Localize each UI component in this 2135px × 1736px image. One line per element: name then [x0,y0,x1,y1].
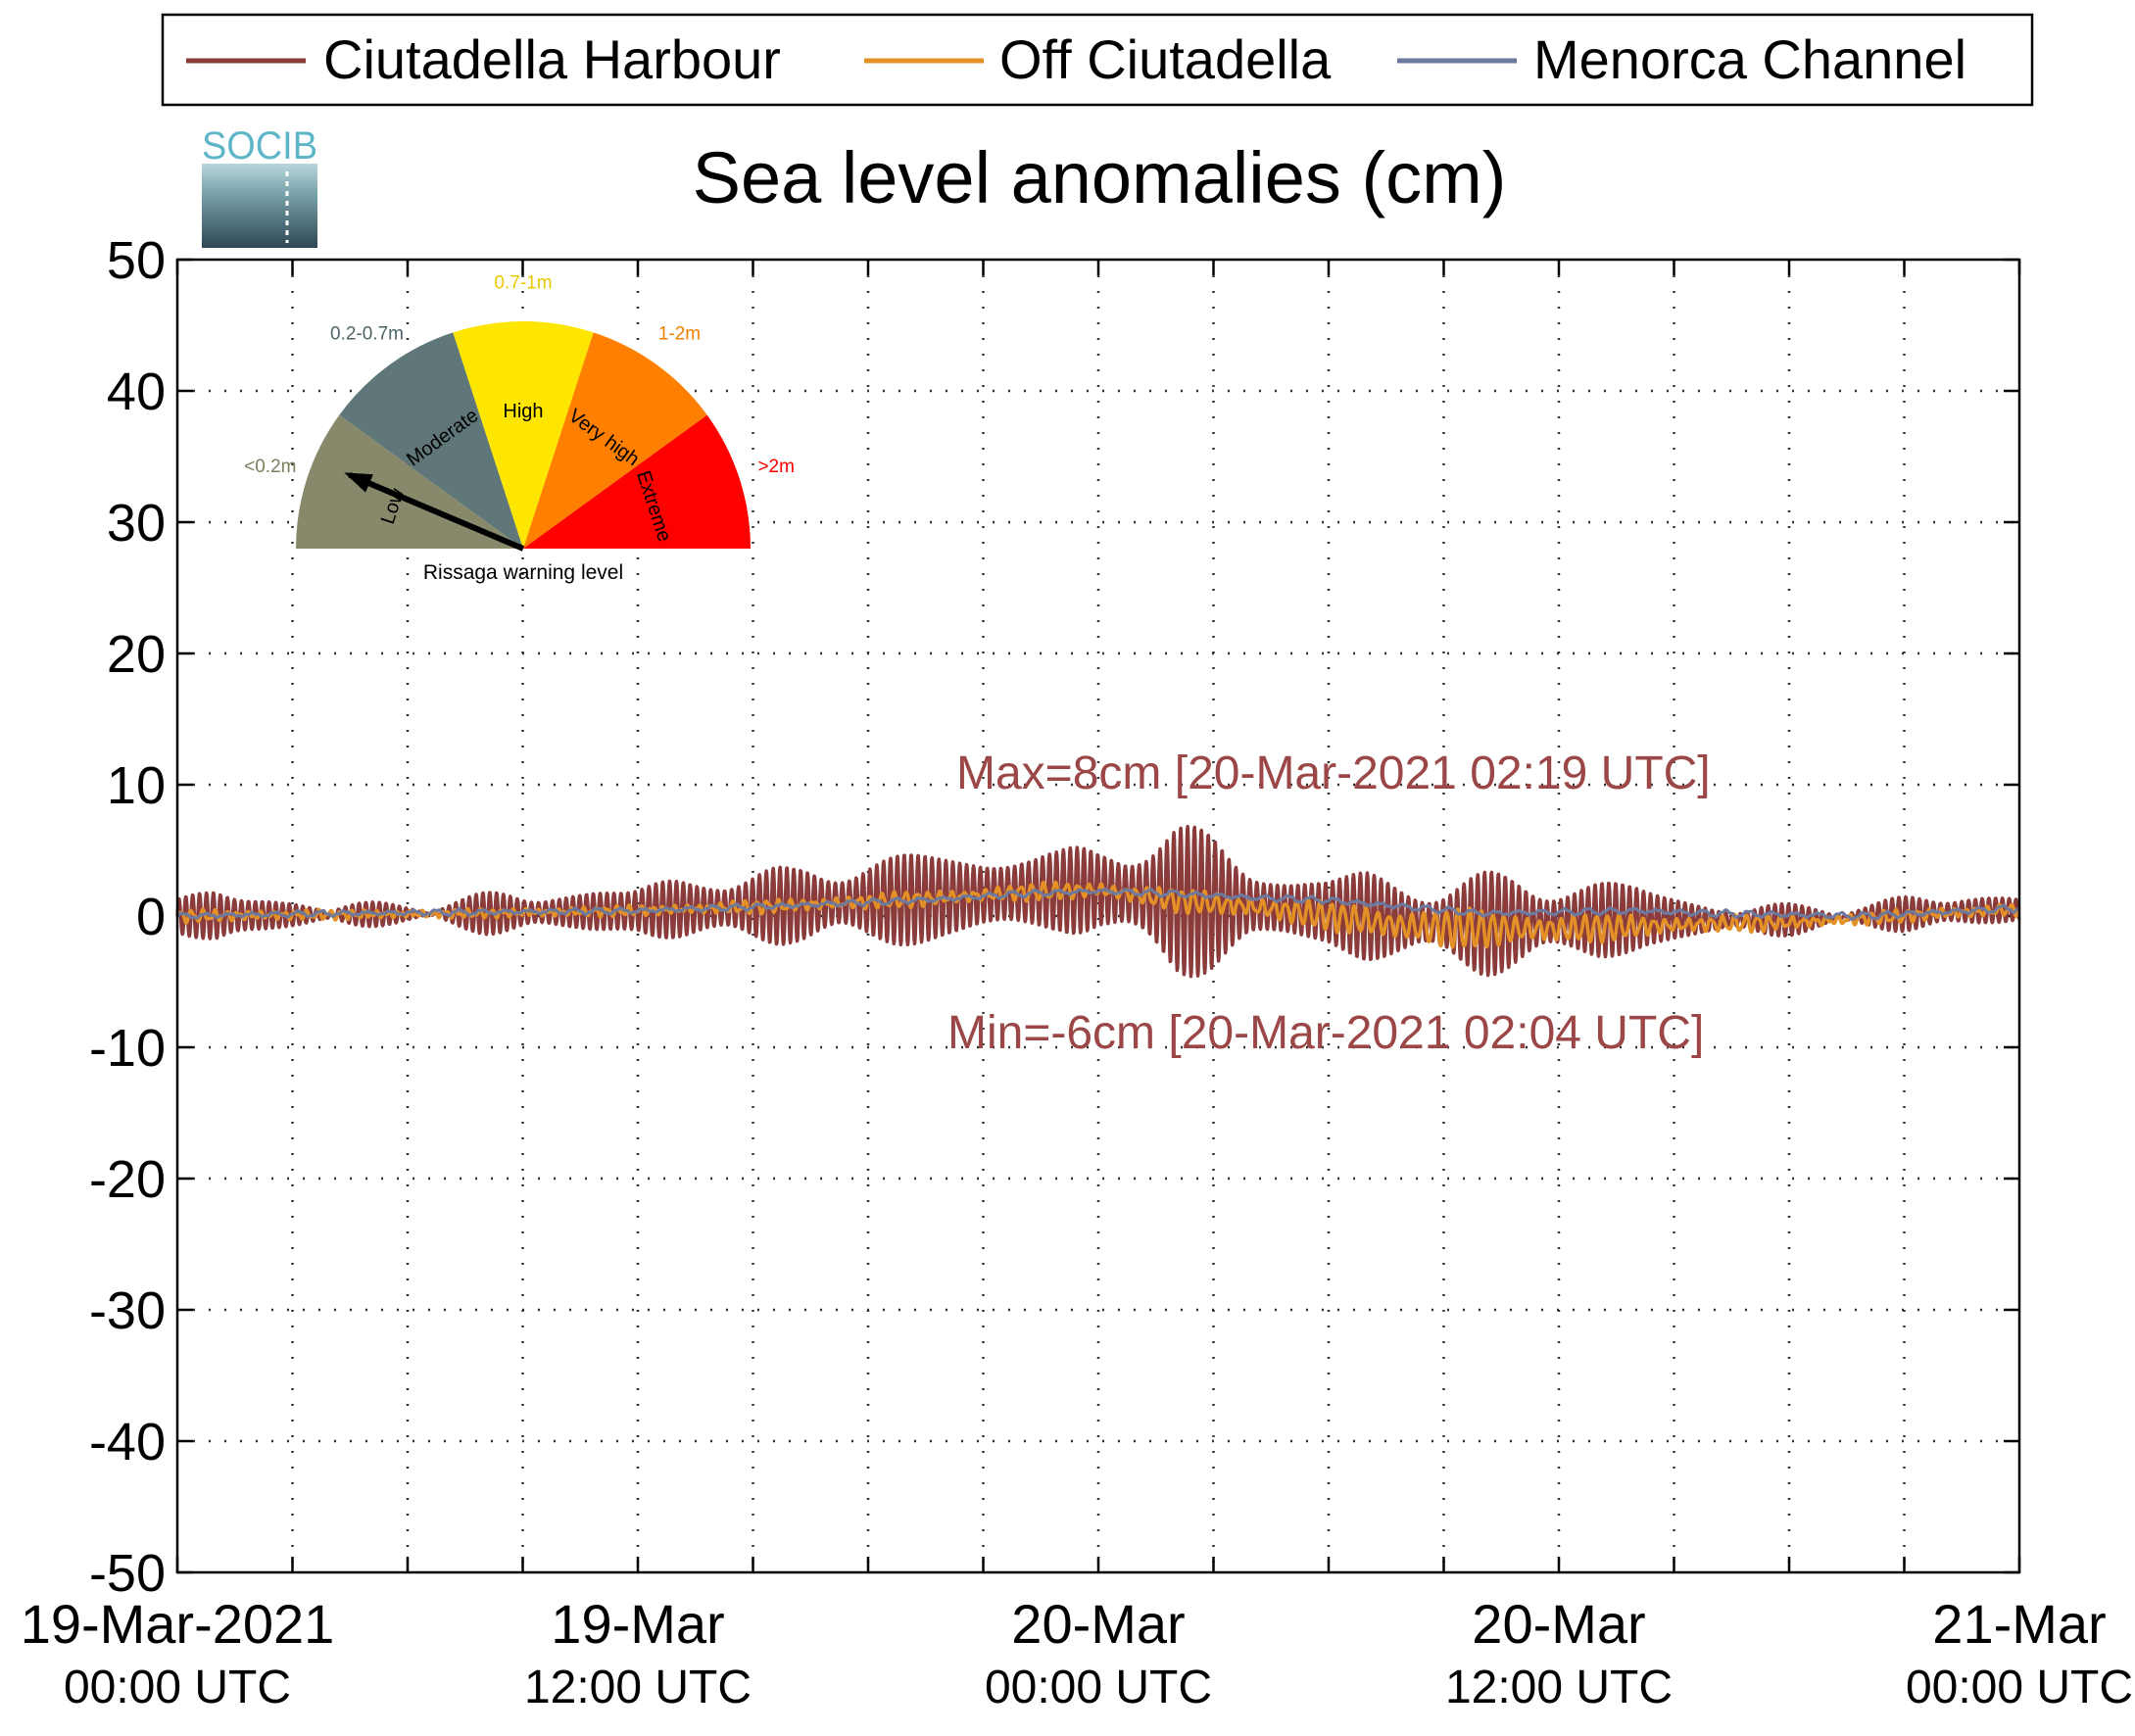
gauge-segment-moderate [339,332,523,549]
y-tick-label: 30 [107,494,166,553]
gauge-range-label: 0.7-1m [494,273,552,294]
gauge-segment-high [453,321,594,549]
gauge-level-label: High [503,401,543,422]
y-tick-label: -20 [89,1150,166,1209]
max-annotation: Max=8cm [20-Mar-2021 02:19 UTC] [956,747,1711,799]
x-tick-label-time: 00:00 UTC [985,1662,1212,1713]
gauge-range-label: >2m [757,457,795,477]
y-tick-label: -10 [89,1019,166,1078]
gauge-needle [348,472,525,552]
legend: Ciutadella Harbour Off Ciutadella Menorc… [161,13,2034,107]
legend-label-ciutadella-harbour: Ciutadella Harbour [323,28,781,90]
x-tick-label-date: 19-Mar-2021 [21,1593,335,1655]
series-lines [175,824,2021,979]
y-axis-tick-labels: 50 40 30 20 10 0 -10 -20 -30 -40 -50 [89,231,166,1603]
x-tick-label-time: 12:00 UTC [524,1662,752,1713]
x-tick-label-date: 20-Mar [1011,1593,1185,1655]
x-tick-label-time: 00:00 UTC [1906,1662,2133,1713]
chart-title: Sea level anomalies (cm) [693,137,1507,218]
y-tick-label: -40 [89,1413,166,1471]
gauge-segment-extreme [523,414,751,549]
x-tick-label-date: 19-Mar [551,1593,724,1655]
gauge-segment-very-high [523,332,707,549]
legend-box [161,13,2034,107]
socib-logo-text: SOCIB [202,124,317,168]
y-tick-label: -50 [89,1544,166,1603]
y-tick-label: 50 [107,231,166,290]
y-tick-label: 20 [107,625,166,684]
x-tick-label-time: 00:00 UTC [64,1662,291,1713]
x-tick-label-date: 20-Mar [1472,1593,1645,1655]
y-tick-label: 40 [107,362,166,421]
y-tick-label: 0 [136,888,166,946]
plot-frame [175,258,2021,1574]
gauge-caption: Rissaga warning level [423,561,623,584]
x-tick-label-time: 12:00 UTC [1445,1662,1673,1713]
x-axis-tick-labels: 19-Mar-2021 00:00 UTC 19-Mar 12:00 UTC 20-Ma… [21,1593,2133,1713]
legend-label-menorca-channel: Menorca Channel [1533,28,1966,90]
gauge-range-label: <0.2m [244,457,296,477]
y-tick-label: -30 [89,1281,166,1340]
series-line-ciutadella-harbour [175,824,2021,979]
gauge-needle-arrowhead [344,472,373,493]
gauge-range-label: 1-2m [658,323,701,344]
gauge-range-label: 0.2-0.7m [330,323,404,344]
x-tick-label-date: 21-Mar [1932,1593,2106,1655]
socib-logo: SOCIB [202,124,317,248]
y-tick-label: 10 [107,756,166,815]
min-annotation: Min=-6cm [20-Mar-2021 02:04 UTC] [947,1007,1704,1059]
legend-label-off-ciutadella: Off Ciutadella [999,28,1332,90]
series-line-menorca-channel [175,888,2021,921]
gauge-segment-low [296,414,523,549]
